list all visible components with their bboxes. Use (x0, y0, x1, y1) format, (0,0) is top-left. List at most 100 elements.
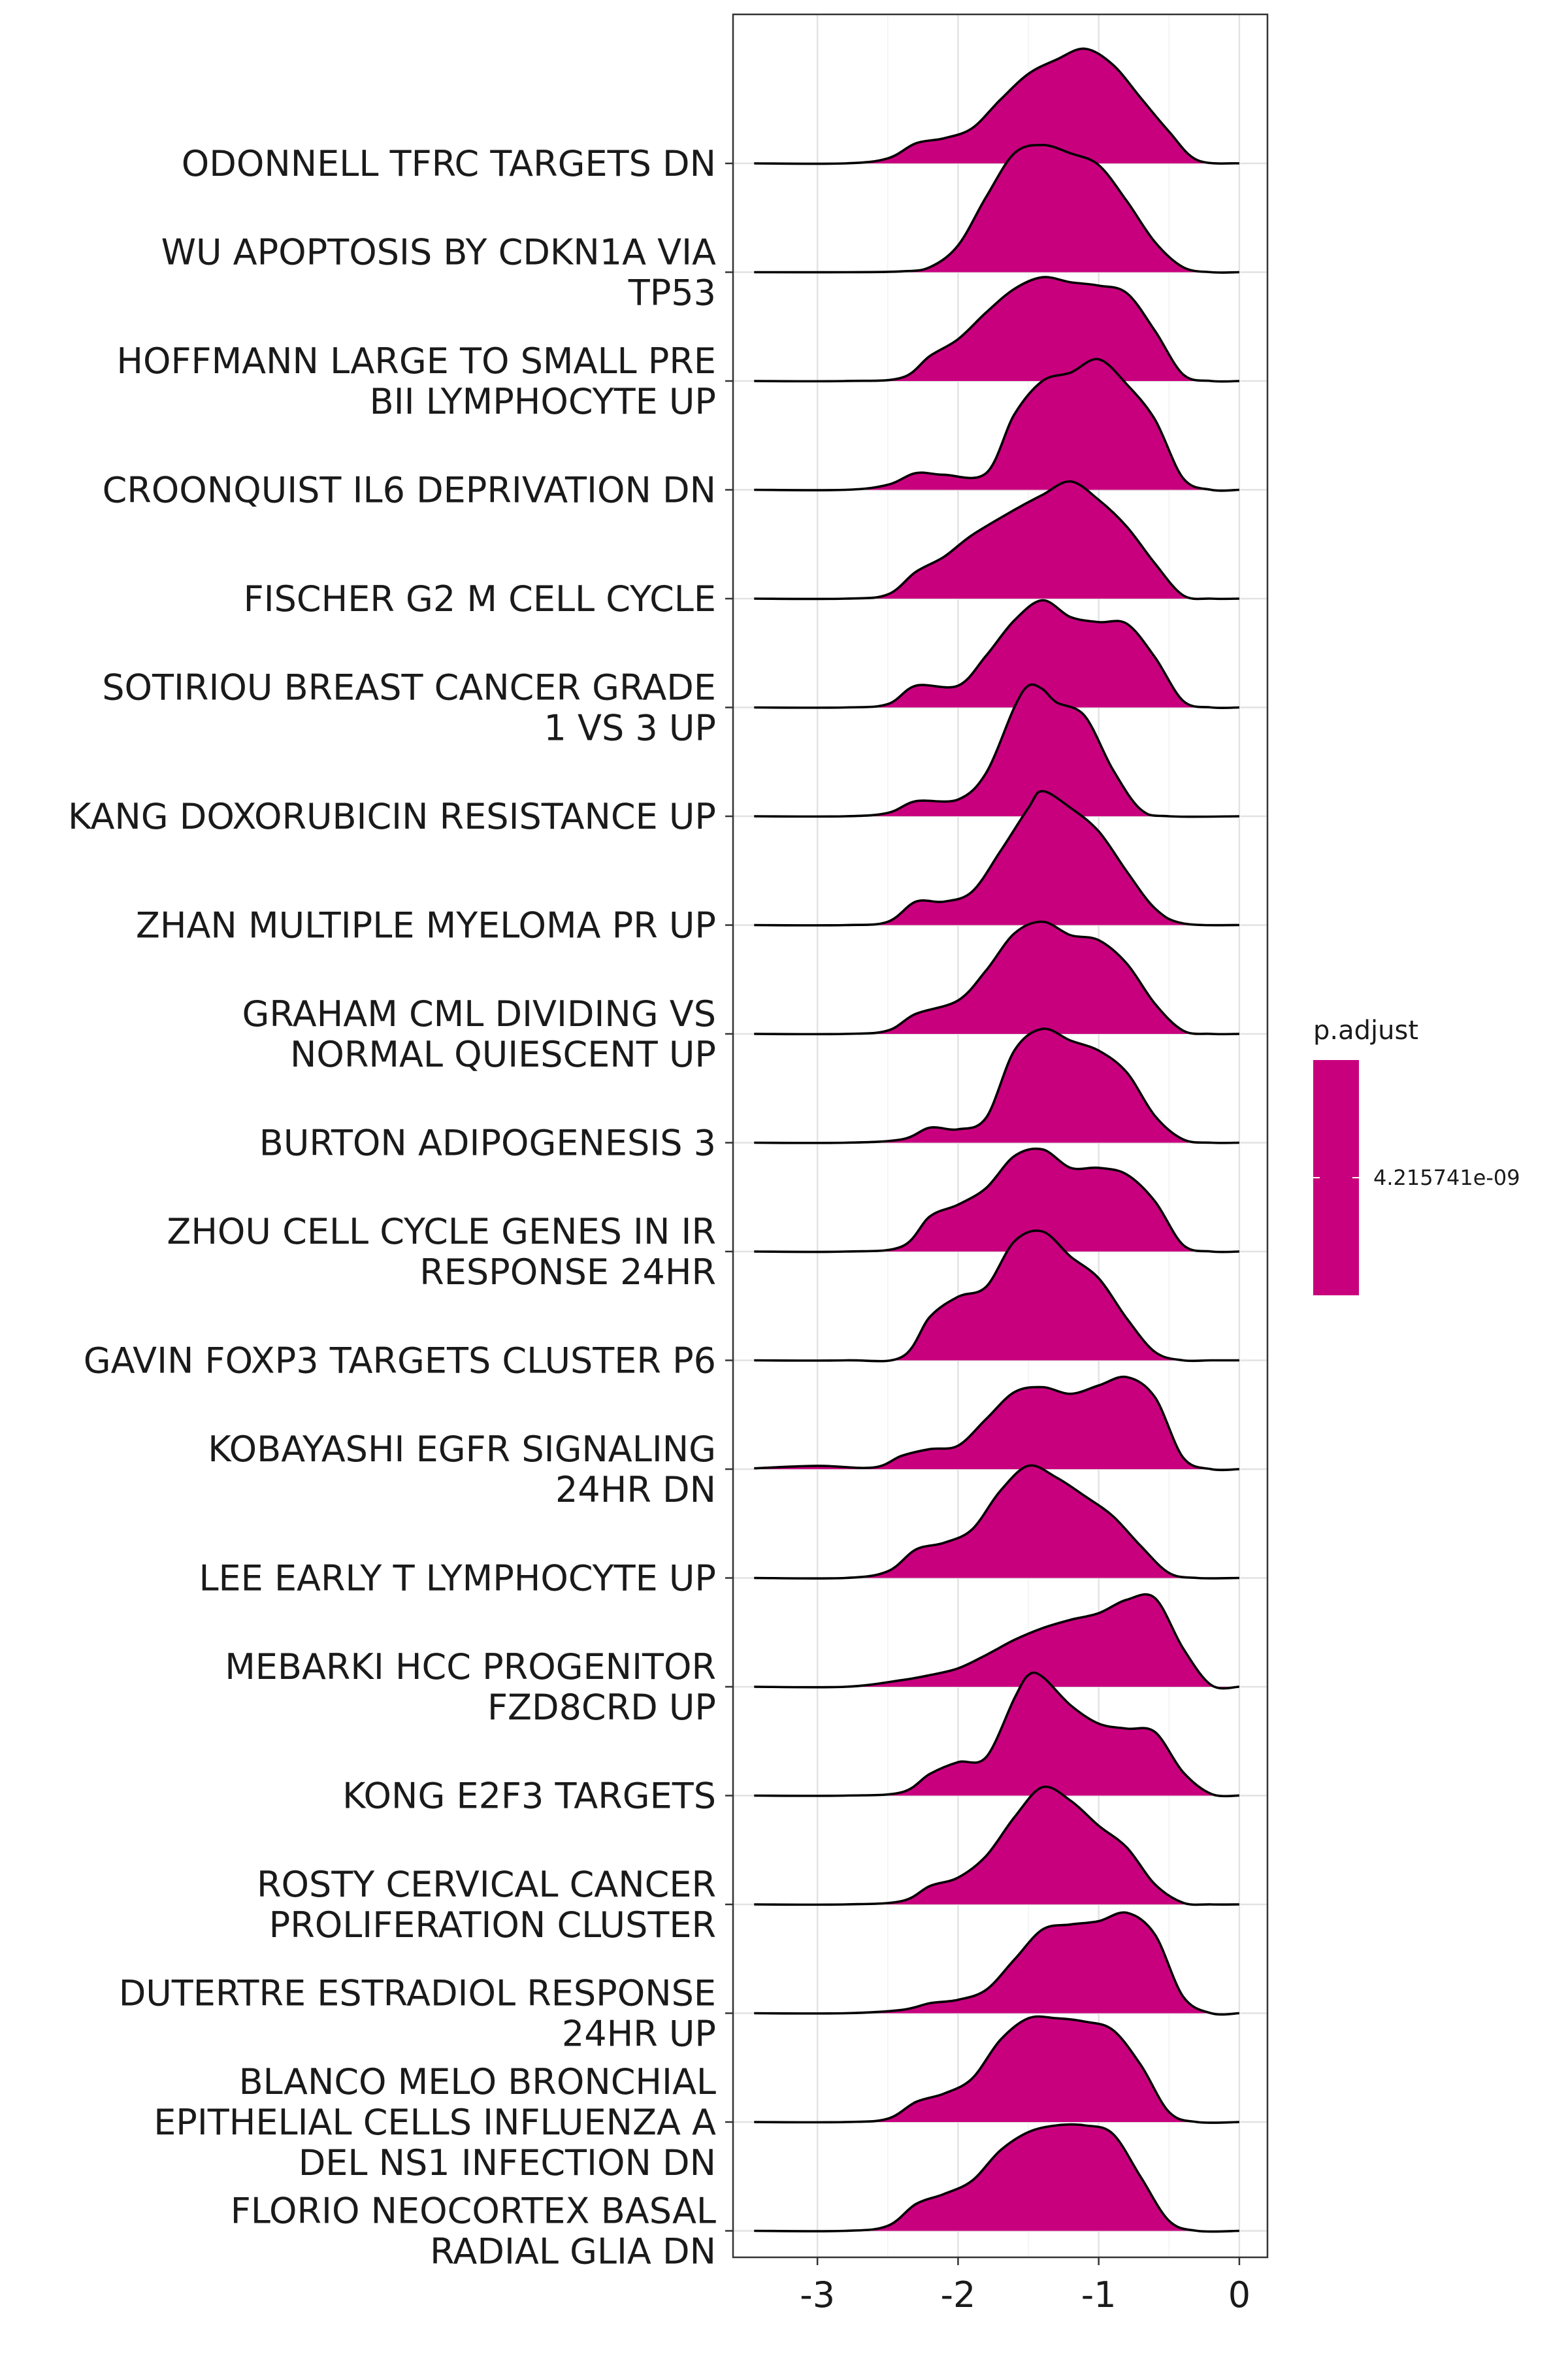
ridge-outline (754, 1229, 1239, 1363)
ridges (754, 47, 1240, 2233)
y-axis: ODONNELL TFRC TARGETS DN WU APOPTOSIS BY … (68, 143, 733, 2272)
y-tick-label-line: GAVIN FOXP3 TARGETS CLUSTER P6 (84, 1340, 716, 1382)
ridge-area (754, 921, 1239, 1035)
y-tick-label: ODONNELL TFRC TARGETS DN (182, 143, 716, 184)
y-tick-label: BURTON ADIPOGENESIS 3 (259, 1123, 716, 1164)
y-tick-label-line: KONG E2F3 TARGETS (342, 1776, 716, 1817)
ridge-area (754, 2124, 1239, 2232)
y-tick-label: FLORIO NEOCORTEX BASAL RADIAL GLIA DN (231, 2191, 716, 2272)
y-tick-label: HOFFMANN LARGE TO SMALL PRE BII LYMPHOCYT… (116, 340, 716, 422)
legend-title: p.adjust (1313, 1016, 1418, 1046)
y-tick-label: ROSTY CERVICAL CANCER PROLIFERATION CLUST… (257, 1864, 716, 1946)
x-tick-label: 0 (1228, 2274, 1250, 2315)
ridge-outline (754, 1785, 1239, 1906)
ridge-outline (754, 47, 1240, 165)
ridge-outline (754, 1911, 1239, 2016)
y-tick-label-line: EPITHELIAL CELLS INFLUENZA A (154, 2102, 716, 2143)
ridge-outline (754, 2123, 1239, 2233)
ridge-outline (754, 599, 1239, 710)
y-tick-label-line: BURTON ADIPOGENESIS 3 (259, 1123, 716, 1164)
y-tick-label: ZHOU CELL CYCLE GENES IN IR RESPONSE 24HR (167, 1211, 716, 1293)
ridge-outline (754, 683, 1239, 818)
y-tick-label-line: DUTERTRE ESTRADIOL RESPONSE (119, 1973, 716, 2014)
y-tick-label: ZHAN MULTIPLE MYELOMA PR UP (136, 905, 716, 946)
ridge-outline (754, 2015, 1239, 2124)
ridge-outline (754, 357, 1239, 492)
y-tick-label: WU APOPTOSIS BY CDKN1A VIA TP53 (161, 232, 716, 314)
y-tick-label-line: SOTIRIOU BREAST CANCER GRADE (102, 667, 716, 708)
y-tick-label-line: RESPONSE 24HR (419, 1252, 716, 1293)
ridge-area (754, 600, 1239, 708)
x-tick-label: -3 (800, 2274, 835, 2315)
y-tick-label-line: FISCHER G2 M CELL CYCLE (244, 578, 716, 620)
legend-tick-label: 4.215741e-09 (1373, 1165, 1520, 1190)
ridge-area (754, 276, 1239, 382)
y-tick-label-line: 1 VS 3 UP (544, 708, 716, 749)
y-tick-label-line: ZHAN MULTIPLE MYELOMA PR UP (136, 905, 716, 946)
y-tick-label: DUTERTRE ESTRADIOL RESPONSE 24HR UP (119, 1973, 716, 2055)
y-tick-label: BLANCO MELO BRONCHIAL EPITHELIAL CELLS IN… (154, 2061, 716, 2183)
ridge-area (754, 144, 1239, 273)
ridge-area (754, 359, 1239, 491)
ridge-outline (754, 1375, 1239, 1472)
ridge-area (754, 2016, 1239, 2123)
ridge-area (754, 684, 1239, 817)
y-tick-label-line: PROLIFERATION CLUSTER (269, 1904, 716, 1946)
y-tick-label: GAVIN FOXP3 TARGETS CLUSTER P6 (84, 1340, 716, 1382)
y-tick-label-line: FZD8CRD UP (487, 1687, 716, 1728)
y-tick-label-line: ROSTY CERVICAL CANCER (257, 1864, 716, 1905)
y-tick-label-line: ODONNELL TFRC TARGETS DN (182, 143, 716, 184)
ridge-area (754, 1594, 1239, 1689)
y-tick-label-line: 24HR DN (555, 1469, 716, 1510)
y-tick-label: LEE EARLY T LYMPHOCYTE UP (199, 1558, 716, 1599)
y-tick-label-line: HOFFMANN LARGE TO SMALL PRE (116, 340, 716, 382)
ridge-area (754, 481, 1239, 599)
ridge-outline (754, 1593, 1239, 1690)
y-tick-label-line: LEE EARLY T LYMPHOCYTE UP (199, 1558, 716, 1599)
ridge-outline (754, 920, 1239, 1036)
y-tick-label-line: CROONQUIST IL6 DEPRIVATION DN (103, 470, 716, 511)
y-tick-label-line: TP53 (628, 273, 716, 314)
ridge-outline (754, 789, 1239, 927)
y-tick-label-line: DEL NS1 INFECTION DN (299, 2142, 716, 2183)
x-tick-label: -2 (940, 2274, 975, 2315)
ridge-area (754, 1148, 1239, 1252)
ridge-outline (754, 1147, 1239, 1253)
y-tick-label-line: KOBAYASHI EGFR SIGNALING (208, 1429, 716, 1470)
y-tick-label-line: RADIAL GLIA DN (430, 2231, 716, 2272)
ridge-area (754, 48, 1239, 164)
ridge-outline (754, 1671, 1239, 1798)
ridge-area (754, 1786, 1239, 1905)
y-tick-label: SOTIRIOU BREAST CANCER GRADE 1 VS 3 UP (102, 667, 716, 749)
y-tick-label-line: GRAHAM CML DIVIDING VS (242, 993, 716, 1035)
y-tick-label: GRAHAM CML DIVIDING VS NORMAL QUIESCENT U… (242, 993, 716, 1075)
x-axis: -3 -2 -1 0 (800, 2257, 1250, 2315)
y-tick-label-line: ZHOU CELL CYCLE GENES IN IR (167, 1211, 716, 1252)
y-tick-label-line: WU APOPTOSIS BY CDKN1A VIA (161, 232, 716, 273)
ridge-outline (754, 143, 1239, 274)
y-tick-label-line: NORMAL QUIESCENT UP (290, 1034, 716, 1075)
y-tick-label-line: BII LYMPHOCYTE UP (370, 381, 716, 422)
ridge-outline (754, 1464, 1239, 1580)
y-tick-label: KANG DOXORUBICIN RESISTANCE UP (68, 796, 716, 837)
ridge-area (754, 1672, 1239, 1797)
x-tick-label: -1 (1081, 2274, 1117, 2315)
ridge-outline (754, 1027, 1239, 1144)
ridge-outline (754, 480, 1239, 601)
y-tick-label-line: FLORIO NEOCORTEX BASAL (231, 2191, 716, 2232)
ridge-outline (754, 276, 1239, 383)
ridge-area (754, 1465, 1239, 1579)
legend-colorbar (1313, 1060, 1359, 1295)
y-tick-label-line: MEBARKI HCC PROGENITOR (225, 1646, 716, 1687)
y-tick-label: KOBAYASHI EGFR SIGNALING 24HR DN (208, 1429, 716, 1510)
y-tick-label: CROONQUIST IL6 DEPRIVATION DN (103, 470, 716, 511)
y-tick-label: MEBARKI HCC PROGENITOR FZD8CRD UP (225, 1646, 716, 1728)
ridge-area (754, 1912, 1239, 2015)
ridge-area (754, 1376, 1239, 1470)
y-tick-label-line: BLANCO MELO BRONCHIAL (239, 2061, 716, 2102)
y-tick-label: KONG E2F3 TARGETS (342, 1776, 716, 1817)
y-tick-label-line: 24HR UP (562, 2014, 716, 2055)
y-tick-label: FISCHER G2 M CELL CYCLE (244, 578, 716, 620)
